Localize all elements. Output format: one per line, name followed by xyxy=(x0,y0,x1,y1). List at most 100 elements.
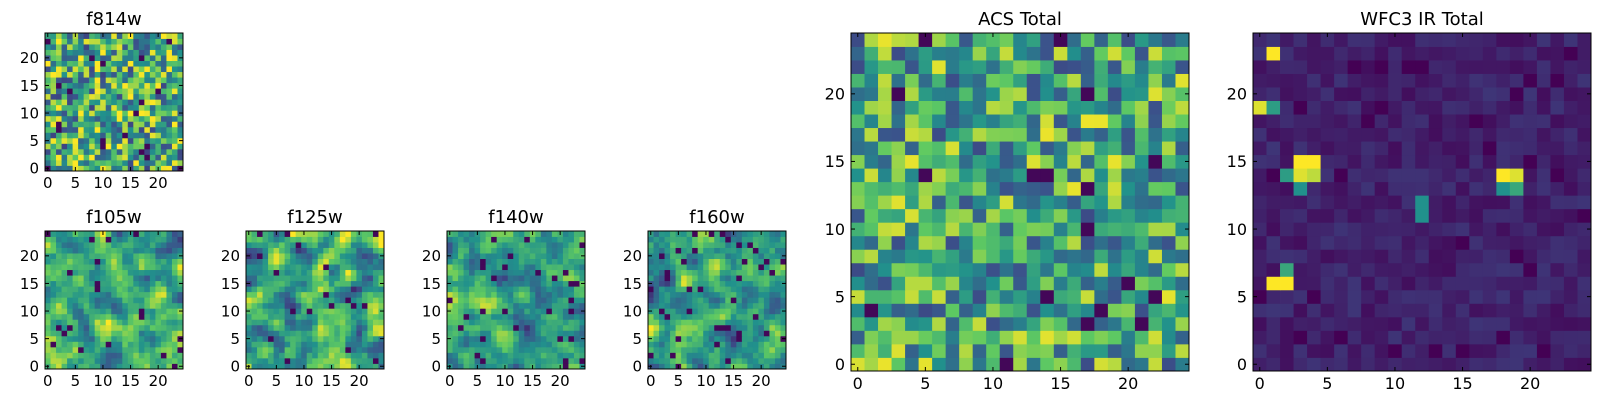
heatmap-cell xyxy=(535,297,542,304)
heatmap-cell xyxy=(257,352,263,359)
heatmap-cell xyxy=(100,264,107,271)
heatmap-cell xyxy=(1563,127,1578,142)
heatmap-cell xyxy=(551,231,558,237)
heatmap-cell xyxy=(56,132,62,139)
heatmap-cell xyxy=(111,93,118,100)
heatmap-cell xyxy=(769,313,776,320)
heatmap-cell xyxy=(562,346,569,353)
heatmap-cell xyxy=(945,60,960,74)
heatmap-cell xyxy=(1107,316,1122,331)
heatmap-cell xyxy=(1053,276,1068,291)
heatmap-cell xyxy=(959,357,974,372)
heatmap-cell xyxy=(675,275,682,282)
heatmap-cell xyxy=(317,319,324,326)
heatmap-cell xyxy=(127,154,134,161)
heatmap-cell xyxy=(306,291,313,298)
heatmap-cell xyxy=(1320,114,1335,129)
heatmap-cell xyxy=(122,247,129,254)
heatmap-cell xyxy=(1053,114,1068,129)
x-tick-label: 20 xyxy=(149,372,168,390)
heatmap-cell xyxy=(149,110,156,117)
heatmap-cell xyxy=(328,253,335,259)
heatmap-cell xyxy=(290,319,297,326)
heatmap-cell xyxy=(133,71,140,78)
heatmap-cell xyxy=(312,313,319,320)
heatmap-cell xyxy=(780,324,787,331)
heatmap-cell xyxy=(1013,141,1028,156)
heatmap-cell xyxy=(480,313,487,320)
heatmap-cell xyxy=(89,165,96,172)
heatmap-cell xyxy=(648,258,654,265)
heatmap-cell xyxy=(105,231,112,237)
heatmap-cell xyxy=(367,258,374,265)
heatmap-cell xyxy=(306,341,313,348)
heatmap-cell xyxy=(1040,181,1055,196)
heatmap-cell xyxy=(1455,168,1470,183)
heatmap-cell xyxy=(356,341,363,348)
heatmap-cell xyxy=(127,258,134,265)
heatmap-cell xyxy=(257,357,263,364)
heatmap-cell xyxy=(540,313,547,320)
heatmap-cell xyxy=(1361,127,1376,142)
heatmap-cell xyxy=(1053,60,1068,74)
heatmap-cell xyxy=(1121,87,1136,101)
heatmap-cell xyxy=(328,319,335,326)
heatmap-cell xyxy=(551,324,558,331)
heatmap-cell xyxy=(480,297,487,304)
heatmap-cell xyxy=(301,269,308,276)
heatmap-cell xyxy=(1280,262,1294,277)
heatmap-cell xyxy=(469,231,475,237)
heatmap-cell xyxy=(1094,127,1109,142)
heatmap-cell xyxy=(78,66,85,73)
y-tick-label: 20 xyxy=(221,247,240,265)
heatmap-cell xyxy=(878,168,892,183)
heatmap-cell xyxy=(918,168,933,183)
heatmap-cell xyxy=(171,357,178,364)
heatmap-cell xyxy=(758,346,765,353)
heatmap-cell xyxy=(659,236,665,243)
heatmap-cell xyxy=(1175,222,1190,237)
heatmap-cell xyxy=(524,313,531,320)
heatmap-cell xyxy=(1428,235,1443,250)
heatmap-cell xyxy=(122,352,129,359)
heatmap-cell xyxy=(94,154,101,161)
heatmap-cell xyxy=(89,335,96,342)
heatmap-cell xyxy=(568,275,575,282)
heatmap-cell xyxy=(1388,195,1403,210)
heatmap-cell xyxy=(367,352,374,359)
heatmap-cell xyxy=(708,280,715,287)
heatmap-cell xyxy=(45,275,51,282)
heatmap-cell xyxy=(1107,208,1122,223)
heatmap-cell xyxy=(1442,235,1457,250)
heatmap-cell xyxy=(932,222,947,237)
heatmap-cell xyxy=(469,341,475,348)
heatmap-cell xyxy=(1013,208,1028,223)
heatmap-cell xyxy=(918,249,933,264)
heatmap-cell xyxy=(1307,141,1321,156)
heatmap-cell xyxy=(1161,195,1176,210)
heatmap-cell xyxy=(155,93,162,100)
heatmap-cell xyxy=(251,253,258,259)
heatmap-cell xyxy=(246,313,252,320)
heatmap-cell xyxy=(345,302,352,309)
heatmap-cell xyxy=(61,93,68,100)
heatmap-cell xyxy=(334,242,341,248)
heatmap-cell xyxy=(463,346,470,353)
heatmap-cell xyxy=(1496,141,1511,156)
heatmap-cell xyxy=(83,71,90,78)
heatmap-cell xyxy=(138,242,145,248)
heatmap-cell xyxy=(747,357,754,364)
heatmap-cell xyxy=(1026,141,1041,156)
heatmap-cell xyxy=(306,357,313,364)
heatmap-cell xyxy=(50,159,57,166)
heatmap-cell xyxy=(1320,100,1335,115)
heatmap-cell xyxy=(648,302,654,309)
heatmap-cell xyxy=(100,335,107,342)
heatmap-cell xyxy=(1107,100,1122,115)
heatmap-cell xyxy=(83,231,90,237)
heatmap-cell xyxy=(306,236,313,243)
heatmap-cell xyxy=(502,352,509,359)
heatmap-cell xyxy=(905,114,919,129)
heatmap-cell xyxy=(918,100,933,115)
heatmap-cell xyxy=(1053,235,1068,250)
